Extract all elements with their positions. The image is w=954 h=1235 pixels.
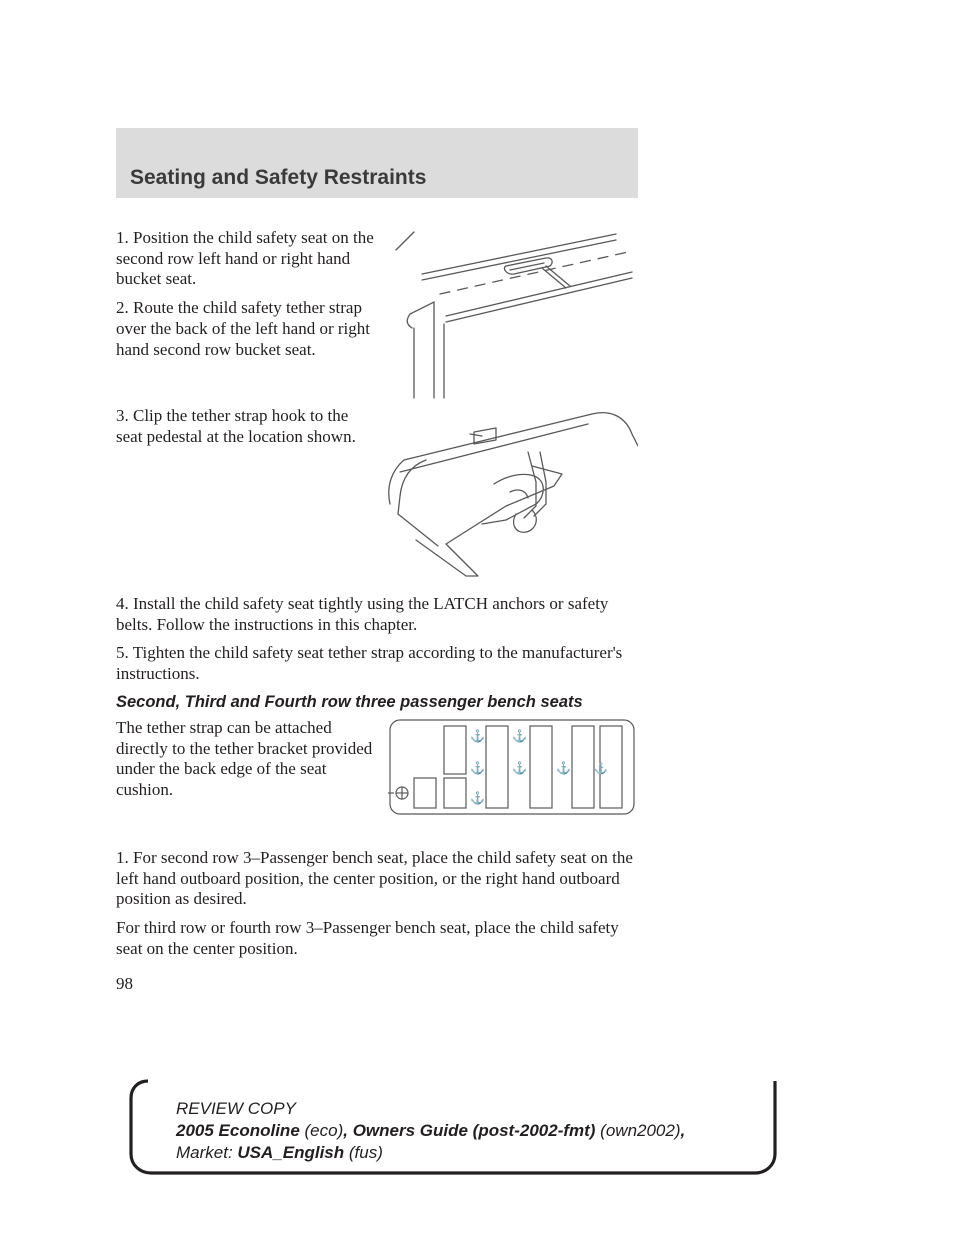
step-3: 3. Clip the tether strap hook to the sea… bbox=[116, 406, 378, 447]
row-tether-bench: The tether strap can be attached directl… bbox=[116, 718, 638, 818]
step-4: 4. Install the child safety seat tightly… bbox=[116, 594, 638, 635]
section-title-bar: Seating and Safety Restraints bbox=[116, 128, 638, 198]
svg-text:⚓: ⚓ bbox=[594, 762, 608, 775]
third-row-text: For third row or fourth row 3–Passenger … bbox=[116, 918, 638, 959]
figure-bench-anchor-diagram: ⚓ ⚓ ⚓ ⚓ ⚓ ⚓ ⚓ bbox=[386, 718, 638, 818]
figure-seat-tether-routing bbox=[386, 228, 636, 400]
subheading-bench-seats: Second, Third and Fourth row three passe… bbox=[116, 693, 638, 712]
svg-text:⚓: ⚓ bbox=[512, 729, 527, 743]
col-step-3: 3. Clip the tether strap hook to the sea… bbox=[116, 406, 378, 574]
step-5: 5. Tighten the child safety seat tether … bbox=[116, 643, 638, 684]
footer-line-3: Market: USA_English (fus) bbox=[176, 1142, 756, 1164]
footer-model-code: (eco) bbox=[300, 1121, 343, 1140]
footer-comma: , bbox=[681, 1121, 686, 1140]
footer-guide-code: (own2002) bbox=[595, 1121, 680, 1140]
section-title: Seating and Safety Restraints bbox=[130, 166, 426, 190]
svg-text:⚓: ⚓ bbox=[512, 761, 527, 775]
row-steps-1-2: 1. Position the child safety seat on the… bbox=[116, 228, 638, 400]
row-step-3: 3. Clip the tether strap hook to the sea… bbox=[116, 406, 638, 574]
col-steps-1-2: 1. Position the child safety seat on the… bbox=[116, 228, 378, 400]
footer-text: REVIEW COPY 2005 Econoline (eco), Owners… bbox=[176, 1098, 756, 1164]
row-bench-instructions: 1. For second row 3–Passenger bench seat… bbox=[116, 848, 638, 960]
svg-text:⚓: ⚓ bbox=[470, 761, 485, 775]
footer-market-code: (fus) bbox=[344, 1143, 383, 1162]
svg-text:⚓: ⚓ bbox=[470, 729, 485, 743]
footer-line-2: 2005 Econoline (eco), Owners Guide (post… bbox=[176, 1120, 756, 1142]
step-2: 2. Route the child safety tether strap o… bbox=[116, 298, 378, 360]
svg-text:⚓: ⚓ bbox=[470, 791, 485, 805]
row-steps-4-5: 4. Install the child safety seat tightly… bbox=[116, 594, 638, 685]
bench-step-1: 1. For second row 3–Passenger bench seat… bbox=[116, 848, 638, 910]
footer-guide: , Owners Guide (post-2002-fmt) bbox=[343, 1121, 595, 1140]
step-1: 1. Position the child safety seat on the… bbox=[116, 228, 378, 290]
footer-market-label: Market: bbox=[176, 1143, 237, 1162]
page-content: Seating and Safety Restraints 1. Positio… bbox=[116, 128, 638, 994]
figure-tether-hook-pedestal bbox=[386, 406, 638, 574]
col-tether-text: The tether strap can be attached directl… bbox=[116, 718, 378, 818]
svg-text:⚓: ⚓ bbox=[556, 761, 571, 775]
tether-text: The tether strap can be attached directl… bbox=[116, 718, 378, 801]
page-number: 98 bbox=[116, 974, 638, 994]
footer-model: 2005 Econoline bbox=[176, 1121, 300, 1140]
footer-market-val: USA_English bbox=[237, 1143, 344, 1162]
footer-review-copy: REVIEW COPY bbox=[176, 1098, 756, 1120]
